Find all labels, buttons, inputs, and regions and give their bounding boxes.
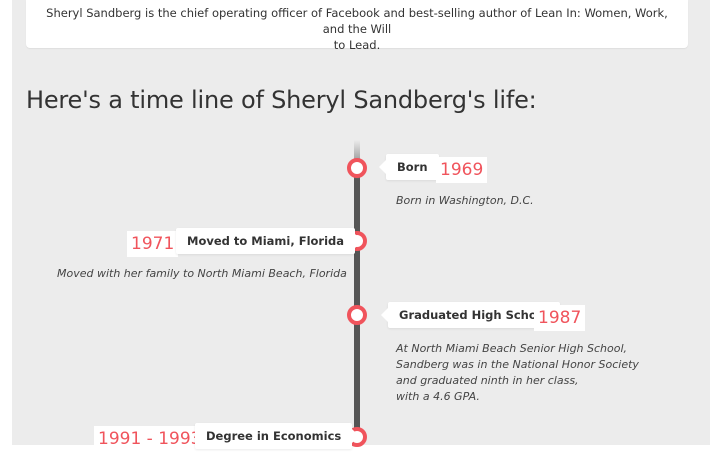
timeline-dot-born[interactable]: [347, 158, 367, 178]
event-desc-line: Born in Washington, D.C.: [396, 194, 534, 207]
event-year-moved: 1971: [127, 231, 179, 257]
event-label-born[interactable]: Born: [379, 154, 439, 180]
event-label-moved[interactable]: Moved to Miami, Florida: [176, 228, 363, 254]
intro-line-1: Sheryl Sandberg is the chief operating o…: [46, 6, 668, 36]
timeline-line: [354, 140, 360, 445]
event-year-born: 1969: [436, 157, 488, 183]
intro-line-2: to Lead.: [333, 38, 381, 52]
event-desc-moved: Moved with her family to North Miami Bea…: [57, 266, 347, 282]
event-desc-line: with a 4.6 GPA.: [396, 390, 480, 403]
event-label-graduated[interactable]: Graduated High School: [381, 302, 560, 328]
event-desc-line: Sandberg was in the National Honor Socie…: [396, 358, 639, 371]
event-year-degree: 1991 - 1993: [94, 426, 206, 452]
intro-card: Sheryl Sandberg is the chief operating o…: [26, 0, 688, 52]
event-desc-line: Moved with her family to North Miami Bea…: [57, 267, 347, 280]
content-panel: [12, 0, 710, 445]
event-year-graduated: 1987: [534, 305, 586, 331]
event-label-degree[interactable]: Degree in Economics: [195, 423, 360, 449]
event-desc-graduated: At North Miami Beach Senior High School,…: [396, 341, 639, 405]
event-desc-born: Born in Washington, D.C.: [396, 193, 534, 209]
intro-text: Sheryl Sandberg is the chief operating o…: [38, 5, 676, 53]
event-desc-line: and graduated ninth in her class,: [396, 374, 579, 387]
timeline-dot-graduated[interactable]: [347, 305, 367, 325]
event-desc-line: At North Miami Beach Senior High School,: [396, 342, 628, 355]
page-heading: Here's a time line of Sheryl Sandberg's …: [26, 86, 537, 114]
